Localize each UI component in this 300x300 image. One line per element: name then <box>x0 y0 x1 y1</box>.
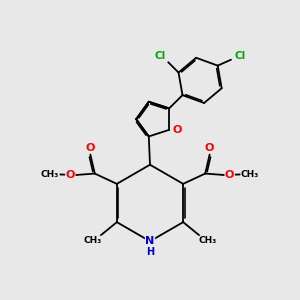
Text: CH₃: CH₃ <box>83 236 101 245</box>
Text: Cl: Cl <box>234 51 245 61</box>
Text: O: O <box>86 143 95 153</box>
Text: O: O <box>172 125 182 135</box>
Text: O: O <box>66 170 75 180</box>
Text: Cl: Cl <box>154 51 166 61</box>
Text: CH₃: CH₃ <box>41 170 59 179</box>
Text: H: H <box>146 248 154 257</box>
Text: O: O <box>225 170 234 180</box>
Text: N: N <box>146 236 154 246</box>
Text: CH₃: CH₃ <box>241 170 259 179</box>
Text: CH₃: CH₃ <box>199 236 217 245</box>
Text: O: O <box>205 143 214 153</box>
